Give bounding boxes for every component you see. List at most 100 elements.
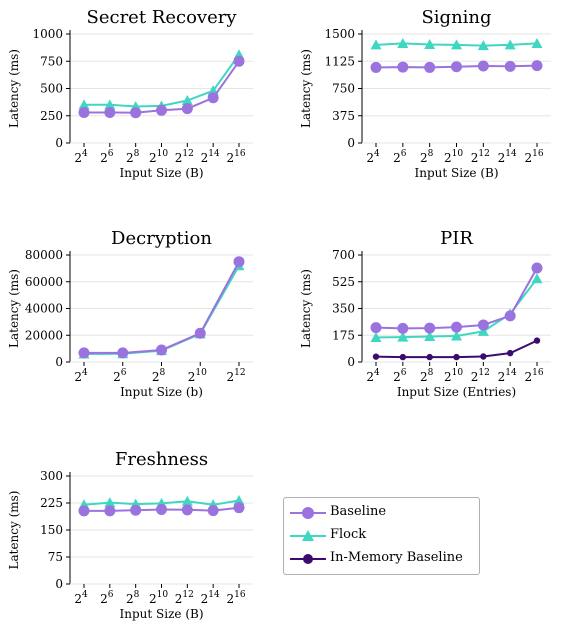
data-point-baseline: [234, 256, 245, 267]
legend-label-inmemory: In-Memory Baseline: [330, 550, 463, 565]
x-tick-label: 26: [393, 149, 407, 165]
chart-3: 0 175 350 525 700 24 26 28 210 212 214 216 PIR Input …: [299, 228, 551, 399]
y-tick-label: 500: [40, 82, 63, 96]
y-tick-label: 750: [40, 54, 63, 68]
chart-4: 0 75 150 225 300 24 26 28 210 212 214 216 Freshness I…: [7, 449, 253, 621]
legend-item-flock: Flock: [284, 525, 479, 547]
x-tick-label: 28: [420, 149, 434, 165]
y-tick-label: 225: [40, 496, 63, 510]
data-point-inmemory: [534, 337, 540, 343]
data-point-baseline: [156, 344, 167, 355]
x-tick-label: 24: [74, 149, 88, 165]
x-axis-label: Input Size (B): [120, 607, 204, 621]
x-tick-label: 214: [201, 590, 220, 606]
x-tick-label: 216: [524, 149, 543, 165]
y-tick-label: 0: [55, 577, 63, 591]
x-tick-label: 24: [74, 368, 88, 384]
legend-marker-baseline: [290, 505, 326, 521]
x-tick-label: 26: [113, 368, 127, 384]
data-point-baseline: [182, 103, 193, 114]
y-tick-label: 40000: [25, 302, 63, 316]
x-tick-label: 210: [188, 368, 207, 384]
data-point-baseline: [532, 262, 543, 273]
data-point-baseline: [532, 60, 543, 71]
chart-title: Freshness: [115, 449, 208, 470]
data-point-baseline: [156, 504, 167, 515]
data-point-inmemory: [373, 353, 379, 359]
y-tick-label: 525: [332, 275, 355, 289]
y-tick-label: 1000: [32, 27, 63, 41]
chart-title: PIR: [440, 228, 473, 249]
data-point-baseline: [234, 56, 245, 67]
x-axis-label: Input Size (B): [120, 166, 204, 180]
y-tick-label: 700: [332, 248, 355, 262]
data-point-inmemory: [453, 354, 459, 360]
y-tick-label: 150: [40, 523, 63, 537]
x-tick-label: 210: [444, 149, 463, 165]
x-tick-label: 24: [366, 149, 380, 165]
data-point-baseline: [156, 105, 167, 116]
y-axis-label: Latency (ms): [7, 49, 21, 128]
y-tick-label: 60000: [25, 275, 63, 289]
legend-item-inmemory: In-Memory Baseline: [284, 548, 479, 570]
data-point-baseline: [397, 323, 408, 334]
data-point-baseline: [371, 322, 382, 333]
x-axis-label: Input Size (Entries): [397, 385, 516, 399]
legend-marker-flock: [290, 528, 326, 544]
data-point-baseline: [478, 320, 489, 331]
data-point-baseline: [451, 322, 462, 333]
data-point-baseline: [371, 62, 382, 73]
chart-2: 0 20000 40000 60000 80000 24 26 28 210 212 Decrypt…: [7, 228, 253, 399]
y-tick-label: 0: [347, 136, 355, 150]
x-tick-label: 216: [226, 149, 245, 165]
x-tick-label: 24: [366, 368, 380, 384]
x-tick-label: 212: [471, 149, 490, 165]
data-point-baseline: [79, 505, 90, 516]
x-tick-label: 26: [100, 590, 114, 606]
x-tick-label: 210: [444, 368, 463, 384]
y-tick-label: 375: [332, 109, 355, 123]
chart-title: Secret Recovery: [87, 7, 238, 28]
data-point-baseline: [505, 310, 516, 321]
y-axis-label: Latency (ms): [7, 491, 21, 570]
chart-0: 0250500750100024 26 28 210 212 214 216Secret R…: [7, 7, 253, 180]
y-tick-label: 1125: [324, 54, 355, 68]
legend: Baseline Flock In-Memory Baseline: [283, 497, 480, 575]
x-tick-label: 216: [524, 368, 543, 384]
x-tick-label: 212: [226, 368, 245, 384]
y-tick-label: 350: [332, 302, 355, 316]
legend-item-baseline: Baseline: [284, 502, 479, 524]
legend-label-flock: Flock: [330, 527, 366, 542]
data-point-baseline: [451, 61, 462, 72]
data-point-baseline: [208, 92, 219, 103]
data-point-baseline: [424, 323, 435, 334]
y-axis-label: Latency (ms): [299, 269, 313, 348]
y-axis-label: Latency (ms): [299, 49, 313, 128]
data-point-baseline: [424, 62, 435, 73]
y-tick-label: 75: [48, 550, 63, 564]
x-tick-label: 210: [149, 590, 168, 606]
x-tick-label: 212: [175, 149, 194, 165]
data-point-baseline: [397, 62, 408, 73]
x-tick-label: 210: [149, 149, 168, 165]
x-tick-label: 28: [126, 149, 140, 165]
chart-title: Signing: [421, 7, 491, 28]
series-line-flock: [84, 266, 239, 354]
data-point-baseline: [79, 107, 90, 118]
data-point-baseline: [130, 107, 141, 118]
y-tick-label: 0: [347, 355, 355, 369]
x-tick-label: 214: [498, 368, 517, 384]
data-point-baseline: [208, 505, 219, 516]
y-tick-label: 80000: [25, 248, 63, 262]
data-point-inmemory: [480, 353, 486, 359]
y-tick-label: 0: [55, 136, 63, 150]
y-tick-label: 750: [332, 82, 355, 96]
data-point-baseline: [478, 60, 489, 71]
data-point-baseline: [104, 505, 115, 516]
data-point-inmemory: [507, 350, 513, 356]
data-point-baseline: [79, 347, 90, 358]
y-axis-label: Latency (ms): [7, 269, 21, 348]
data-point-baseline: [234, 502, 245, 513]
data-point-inmemory: [426, 354, 432, 360]
x-axis-label: Input Size (b): [120, 385, 203, 399]
